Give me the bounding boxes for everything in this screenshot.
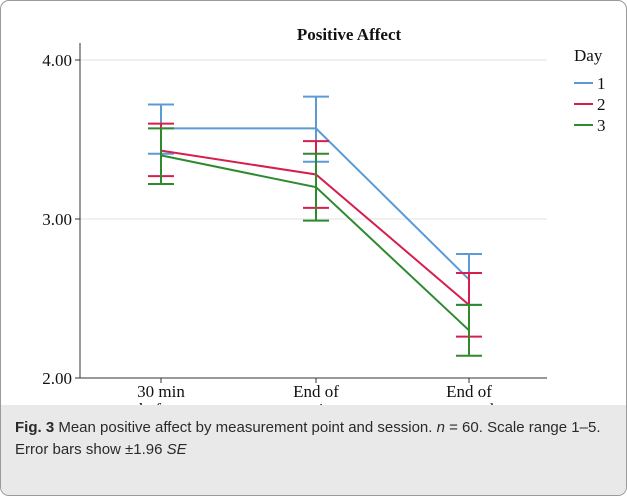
x-tick-label-0-0: 30 min xyxy=(137,382,185,401)
legend: Day 1 2 3 xyxy=(574,46,606,135)
legend-label-day-3: 3 xyxy=(597,116,606,135)
x-tick-label-1-0: End of xyxy=(293,382,339,401)
caption-text-1: Mean positive affect by measurement poin… xyxy=(54,419,437,436)
caption-label: Fig. 3 xyxy=(15,419,55,436)
y-tick-label-2: 4.00 xyxy=(42,51,72,70)
x-tick-label-1-1: session xyxy=(291,400,341,405)
legend-label-day-1: 1 xyxy=(597,74,606,93)
caption-n-variable: n xyxy=(436,419,445,436)
gridlines xyxy=(80,59,547,220)
caption-text-2: = 60. Scale range 1–5. Error bars show ±… xyxy=(15,419,601,458)
series-day-3 xyxy=(148,127,482,357)
legend-label-day-2: 2 xyxy=(597,95,606,114)
x-tick-label-2-0: End of xyxy=(446,382,492,401)
legend-title: Day xyxy=(574,46,603,65)
chart-title: Positive Affect xyxy=(297,25,402,44)
x-axis-ticks: 30 minbeforeEnd ofsessionEnd ofrecovery … xyxy=(137,378,520,405)
y-axis-ticks: 2.00 3.00 4.00 xyxy=(42,51,80,388)
x-tick-label-0-1: before xyxy=(139,400,182,405)
x-tick-label-2-1: recovery phase xyxy=(418,400,520,405)
y-tick-label-1: 3.00 xyxy=(42,210,72,229)
y-tick-label-0: 2.00 xyxy=(42,369,72,388)
series-layer xyxy=(148,95,482,357)
caption-se: SE xyxy=(166,441,187,458)
figure-caption: Fig. 3 Mean positive affect by measureme… xyxy=(1,405,626,495)
positive-affect-chart: Positive Affect 2.00 3.00 4.00 30 minbefor… xyxy=(42,25,606,405)
